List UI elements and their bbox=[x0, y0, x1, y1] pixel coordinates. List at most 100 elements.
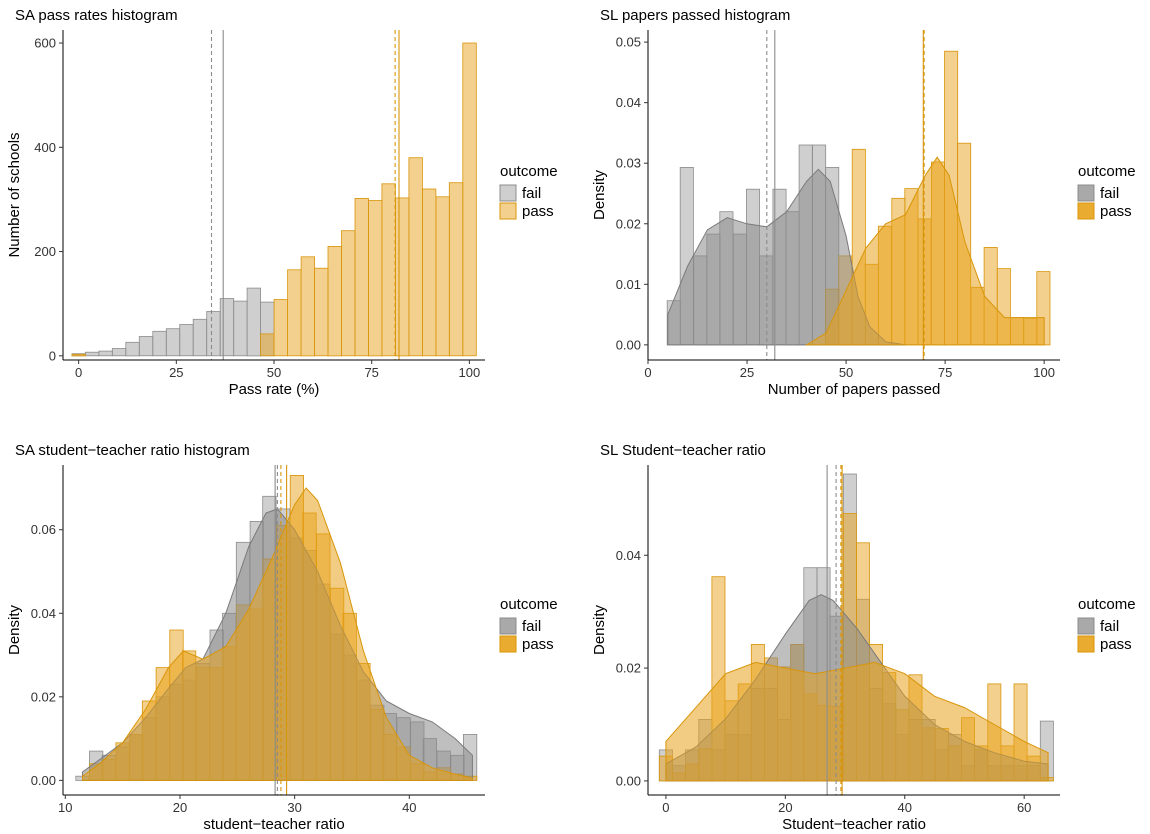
bar-pass bbox=[287, 269, 302, 357]
bar-fail bbox=[152, 330, 167, 357]
y-tick-label: 400 bbox=[34, 140, 56, 155]
x-tick-label: 20 bbox=[173, 800, 187, 815]
legend-key-pass bbox=[1077, 635, 1095, 653]
y-axis-label: Density bbox=[591, 604, 608, 655]
bar-pass bbox=[408, 157, 423, 357]
legend-title: outcome bbox=[1078, 163, 1136, 180]
bar-fail bbox=[206, 311, 221, 357]
chart-title: SL papers passed histogram bbox=[600, 7, 790, 24]
bar-pass bbox=[327, 245, 342, 357]
bar-pass bbox=[71, 353, 86, 357]
chart-panel-2: 0 25 50 75 100 0.00 0.01 0.02 0.03 0.04 0.05 SL pap… bbox=[591, 7, 1136, 398]
x-axis-label: Pass rate (%) bbox=[229, 381, 320, 398]
legend-label-fail: fail bbox=[522, 185, 541, 202]
legend-key-fail bbox=[499, 617, 517, 635]
y-tick-label: 0.00 bbox=[616, 773, 641, 788]
legend-label-pass: pass bbox=[522, 203, 554, 220]
x-tick-label: 10 bbox=[58, 800, 72, 815]
y-tick-label: 600 bbox=[34, 36, 56, 51]
bar-pass bbox=[462, 42, 477, 357]
bar-pass bbox=[381, 183, 396, 357]
y-tick-label: 0.04 bbox=[616, 95, 641, 110]
bar-fail bbox=[219, 298, 235, 357]
legend-key-pass bbox=[499, 635, 517, 653]
legend-label-pass: pass bbox=[1100, 636, 1132, 653]
x-tick-label: 25 bbox=[740, 365, 754, 380]
y-tick-label: 0.04 bbox=[31, 606, 56, 621]
legend-label-fail: fail bbox=[1100, 618, 1119, 635]
chart-title: SA student−teacher ratio histogram bbox=[15, 442, 250, 459]
x-tick-label: 50 bbox=[267, 365, 281, 380]
x-tick-label: 75 bbox=[364, 365, 378, 380]
x-tick-label: 0 bbox=[644, 365, 651, 380]
y-tick-label: 0.02 bbox=[31, 689, 56, 704]
bar-fail bbox=[85, 351, 100, 357]
y-axis-label: Density bbox=[591, 169, 608, 220]
legend-title: outcome bbox=[500, 596, 558, 613]
legend-label-fail: fail bbox=[1100, 185, 1119, 202]
x-tick-label: 75 bbox=[938, 365, 952, 380]
bar-pass bbox=[368, 200, 383, 357]
y-tick-label: 0.01 bbox=[616, 277, 641, 292]
legend-title: outcome bbox=[500, 163, 558, 180]
chart-panel-3: 10 20 30 40 0.00 0.02 0.04 0.06 SA student−teach… bbox=[6, 442, 558, 833]
density-curve-pass bbox=[665, 661, 1049, 782]
bar-fail bbox=[165, 328, 181, 357]
bar-fail bbox=[192, 318, 208, 357]
bar-pass bbox=[354, 197, 369, 357]
bar-pass bbox=[314, 267, 329, 357]
chart-panel-1: 0 25 50 75 100 0 200 400 600 SA pass rates histog… bbox=[6, 7, 558, 398]
x-tick-label: 50 bbox=[839, 365, 853, 380]
legend-key-pass bbox=[499, 202, 517, 220]
y-tick-label: 0.00 bbox=[616, 337, 641, 352]
chart-title: SL Student−teacher ratio bbox=[600, 442, 766, 459]
bar-pass bbox=[421, 188, 437, 357]
legend-label-pass: pass bbox=[522, 636, 554, 653]
y-tick-label: 0.06 bbox=[31, 522, 56, 537]
legend-key-fail bbox=[1077, 617, 1095, 635]
bar-pass bbox=[260, 333, 275, 357]
y-tick-label: 0.04 bbox=[616, 548, 641, 563]
x-tick-label: 30 bbox=[287, 800, 301, 815]
x-tick-label: 100 bbox=[459, 365, 481, 380]
x-axis-label: student−teacher ratio bbox=[203, 816, 344, 833]
legend-label-pass: pass bbox=[1100, 203, 1132, 220]
bar-fail bbox=[233, 300, 248, 357]
bar-pass bbox=[273, 299, 289, 357]
y-axis-label: Density bbox=[6, 604, 23, 655]
legend-key-fail bbox=[1077, 184, 1095, 202]
bar-fail bbox=[111, 348, 127, 357]
y-tick-label: 0.05 bbox=[616, 35, 641, 50]
x-tick-label: 0 bbox=[75, 365, 82, 380]
legend-key-pass bbox=[1077, 202, 1095, 220]
bar-fail bbox=[138, 336, 154, 357]
x-tick-label: 60 bbox=[1017, 800, 1031, 815]
bar-fail bbox=[98, 350, 113, 357]
y-tick-label: 0.02 bbox=[616, 661, 641, 676]
y-tick-label: 0.03 bbox=[616, 156, 641, 171]
y-tick-label: 0 bbox=[49, 348, 56, 363]
x-tick-label: 100 bbox=[1033, 365, 1055, 380]
y-axis-label: Number of schools bbox=[6, 132, 23, 257]
bar-fail bbox=[125, 341, 140, 357]
legend-key-fail bbox=[499, 184, 517, 202]
bar-pass bbox=[435, 196, 450, 357]
bar-fail bbox=[246, 287, 262, 357]
x-tick-label: 0 bbox=[662, 800, 669, 815]
x-tick-label: 25 bbox=[169, 365, 183, 380]
chart-panel-4: 0 20 40 60 0.00 0.02 0.04 SL Student−teacher ra… bbox=[591, 442, 1136, 833]
bar-pass bbox=[300, 256, 316, 357]
density-curve-pass bbox=[804, 156, 1045, 346]
bar-fail bbox=[179, 324, 194, 357]
x-tick-label: 20 bbox=[778, 800, 792, 815]
x-axis-label: Student−teacher ratio bbox=[782, 816, 926, 833]
bar-pass bbox=[341, 230, 356, 357]
x-tick-label: 40 bbox=[402, 800, 416, 815]
y-tick-label: 200 bbox=[34, 244, 56, 259]
chart-title: SA pass rates histogram bbox=[15, 7, 178, 24]
